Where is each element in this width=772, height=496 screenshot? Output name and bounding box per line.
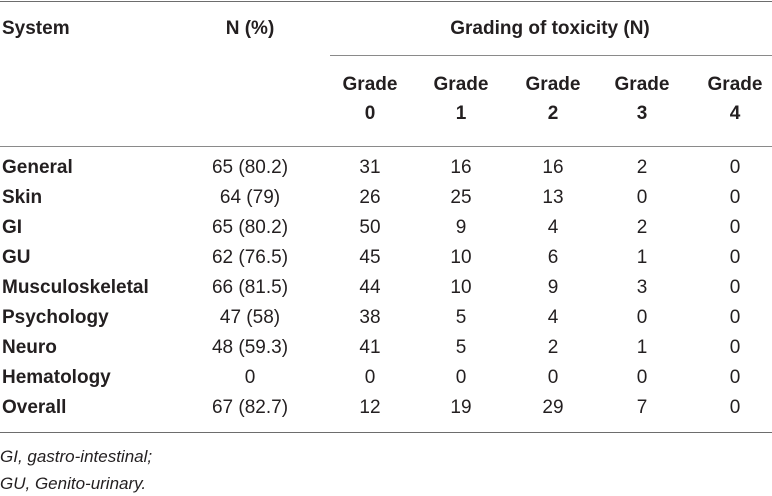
row-grade-2-value: 2 (547, 337, 559, 358)
row-system-label: Neuro (2, 337, 57, 358)
row-grade-2-value: 4 (547, 217, 559, 238)
row-n-pct: 47 (58) (219, 307, 281, 328)
row-n-pct: 65 (80.2) (211, 217, 289, 238)
footnote-gi: GI, gastro-intestinal; (0, 447, 153, 466)
row-grade-1-value: 25 (450, 187, 472, 208)
table-bottom-rule (0, 432, 772, 433)
row-system-label: GU (2, 247, 31, 268)
row-n-pct: 67 (82.7) (211, 397, 289, 418)
row-grade-1-value: 10 (450, 277, 472, 298)
row-grade-2-value: 4 (547, 307, 559, 328)
grade-header-number: 2 (547, 103, 559, 124)
row-grade-0-value: 26 (359, 187, 381, 208)
row-n-pct: 66 (81.5) (211, 277, 289, 298)
grading-header-rule (330, 55, 772, 56)
row-system-label: Psychology (2, 307, 109, 328)
row-system-label: GI (2, 217, 23, 238)
row-system-label: Skin (2, 187, 43, 208)
table-top-rule (0, 1, 772, 2)
row-n-pct: 62 (76.5) (211, 247, 289, 268)
row-n-pct: 48 (59.3) (211, 337, 289, 358)
row-grade-1-value: 19 (450, 397, 472, 418)
row-grade-4-value: 0 (729, 337, 741, 358)
row-grade-2-value: 29 (542, 397, 564, 418)
row-grade-1-value: 9 (455, 217, 467, 238)
row-grade-3-value: 2 (636, 217, 648, 238)
row-grade-0-value: 50 (359, 217, 381, 238)
row-grade-4-value: 0 (729, 187, 741, 208)
row-grade-3-value: 1 (636, 337, 648, 358)
row-grade-1-value: 10 (450, 247, 472, 268)
grade-header-label: Grade (614, 74, 670, 95)
row-grade-4-value: 0 (729, 157, 741, 178)
row-grade-3-value: 0 (636, 307, 648, 328)
row-grade-4-value: 0 (729, 247, 741, 268)
row-system-label: Overall (2, 397, 67, 418)
row-grade-1-value: 5 (455, 307, 467, 328)
row-grade-3-value: 2 (636, 157, 648, 178)
grade-header-label: Grade (433, 74, 489, 95)
row-grade-1-value: 16 (450, 157, 472, 178)
row-grade-4-value: 0 (729, 307, 741, 328)
row-grade-2-value: 0 (547, 367, 559, 388)
row-grade-2-value: 9 (547, 277, 559, 298)
row-grade-3-value: 0 (636, 367, 648, 388)
grade-header-label: Grade (707, 74, 763, 95)
footnote-gu: GU, Genito-urinary. (0, 474, 147, 493)
row-n-pct: 0 (244, 367, 256, 388)
column-header-n-pct: N (%) (225, 18, 275, 39)
row-grade-3-value: 1 (636, 247, 648, 268)
row-grade-0-value: 41 (359, 337, 381, 358)
row-system-label: General (2, 157, 73, 178)
row-grade-0-value: 38 (359, 307, 381, 328)
row-grade-3-value: 7 (636, 397, 648, 418)
grade-header-number: 0 (364, 103, 376, 124)
grade-header-number: 3 (636, 103, 648, 124)
row-grade-4-value: 0 (729, 367, 741, 388)
row-grade-2-value: 13 (542, 187, 564, 208)
row-grade-4-value: 0 (729, 277, 741, 298)
column-header-system: System (2, 18, 70, 39)
row-grade-2-value: 16 (542, 157, 564, 178)
grade-header-number: 4 (729, 103, 741, 124)
row-system-label: Hematology (2, 367, 111, 388)
row-grade-1-value: 0 (455, 367, 467, 388)
row-grade-1-value: 5 (455, 337, 467, 358)
column-header-grading: Grading of toxicity (N) (450, 18, 650, 39)
row-grade-0-value: 0 (364, 367, 376, 388)
row-grade-3-value: 0 (636, 187, 648, 208)
row-grade-4-value: 0 (729, 217, 741, 238)
row-grade-0-value: 31 (359, 157, 381, 178)
row-n-pct: 64 (79) (219, 187, 281, 208)
grade-header-label: Grade (342, 74, 398, 95)
row-grade-2-value: 6 (547, 247, 559, 268)
row-system-label: Musculoskeletal (2, 277, 149, 298)
header-bottom-rule (0, 146, 772, 147)
row-grade-0-value: 12 (359, 397, 381, 418)
row-grade-0-value: 44 (359, 277, 381, 298)
grade-header-label: Grade (525, 74, 581, 95)
row-grade-0-value: 45 (359, 247, 381, 268)
grade-header-number: 1 (455, 103, 467, 124)
row-n-pct: 65 (80.2) (211, 157, 289, 178)
row-grade-4-value: 0 (729, 397, 741, 418)
row-grade-3-value: 3 (636, 277, 648, 298)
